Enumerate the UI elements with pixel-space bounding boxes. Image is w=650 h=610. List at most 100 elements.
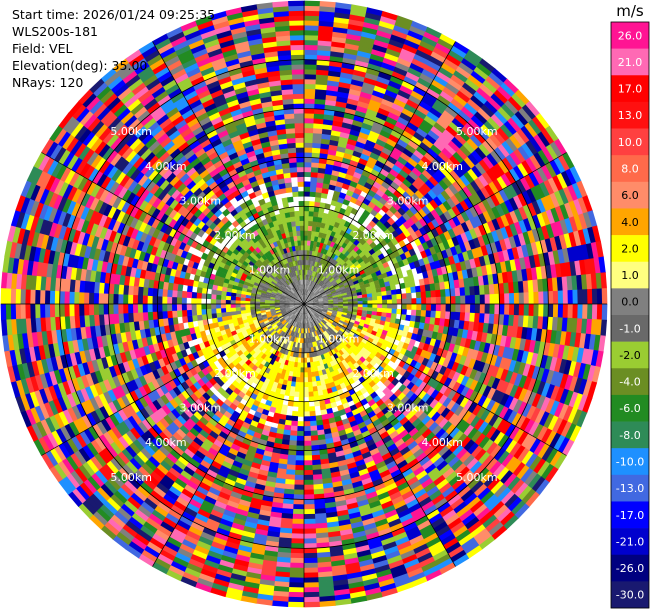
gate-cell [303, 387, 309, 393]
gate-cell [351, 225, 359, 233]
gate-cell [353, 171, 363, 180]
gate-cell [315, 226, 321, 233]
gate-cell [304, 220, 309, 226]
gate-cell [295, 381, 300, 388]
gate-cell [305, 269, 308, 275]
gate-cell [304, 157, 313, 163]
gate-cell [504, 304, 510, 316]
gate-cell [304, 152, 313, 158]
gate-cell [304, 44, 319, 51]
gate-cell [310, 270, 313, 276]
gate-cell [304, 20, 320, 26]
gate-cell [313, 276, 318, 283]
gate-cell [338, 192, 347, 200]
gate-cell [365, 12, 382, 21]
gate-cell [332, 165, 342, 172]
gate-cell [312, 287, 317, 293]
gate-cell [601, 288, 608, 305]
gate-cell [379, 129, 392, 139]
gate-cell [384, 201, 393, 210]
gate-cell [341, 248, 348, 255]
gate-cell [304, 25, 320, 31]
gate-cell [382, 57, 398, 67]
gate-cell [428, 83, 444, 96]
gate-cell [295, 376, 301, 383]
gate-cell [304, 117, 315, 124]
gate-cell [434, 98, 449, 111]
gate-cell [304, 254, 307, 261]
gate-cell [479, 58, 496, 73]
gate-cell [321, 269, 326, 276]
gate-cell [405, 174, 416, 185]
gate-cell [433, 140, 446, 152]
gate-cell [314, 98, 326, 105]
gate-cell [316, 59, 331, 66]
gate-cell [308, 215, 314, 222]
gate-cell [372, 180, 382, 190]
gate-cell [415, 291, 422, 299]
gate-cell [318, 162, 327, 169]
gate-cell [323, 248, 329, 255]
gate-cell [316, 64, 330, 71]
gate-cell [313, 288, 318, 294]
gate-cell [349, 83, 363, 92]
gate-cell [317, 211, 324, 218]
gate-cell [518, 304, 525, 317]
gate-cell [310, 166, 319, 173]
gate-cell [304, 73, 317, 80]
gate-cell [352, 150, 363, 159]
gate-cell [303, 567, 319, 574]
gate-cell [447, 78, 463, 91]
gate-cell [448, 49, 465, 63]
gate-cell [303, 416, 311, 422]
gate-cell [354, 59, 370, 69]
gate-cell [315, 79, 329, 86]
gate-cell [404, 125, 417, 137]
gate-cell [306, 245, 311, 251]
gate-cell [321, 276, 326, 282]
gate-cell [389, 151, 401, 161]
gate-cell [303, 479, 314, 486]
gate-cell [313, 271, 317, 277]
gate-cell [303, 582, 319, 588]
gate-cell [304, 122, 314, 129]
gate-cell [319, 152, 329, 160]
gate-cell [401, 293, 407, 300]
gate-cell [362, 21, 380, 31]
gate-cell [353, 114, 365, 123]
gate-cell [423, 92, 438, 104]
gate-cell [317, 279, 322, 285]
gate-cell [318, 280, 323, 286]
gate-cell [417, 159, 429, 170]
gate-cell [304, 93, 316, 100]
gate-cell [387, 155, 398, 165]
gate-cell [357, 45, 374, 54]
gate-cell [348, 18, 365, 27]
gate-cell [363, 181, 373, 190]
gate-cell [424, 133, 437, 145]
gate-cell [317, 172, 325, 179]
gate-cell [411, 113, 425, 124]
gate-cell [390, 193, 400, 203]
gate-cell [367, 296, 373, 301]
gate-cell [289, 557, 304, 564]
gate-cell [304, 132, 314, 139]
gate-cell [358, 40, 375, 50]
gate-cell [294, 391, 300, 398]
gate-cell [307, 296, 311, 301]
gate-cell [405, 71, 421, 83]
gate-cell [307, 279, 310, 285]
gate-cell [386, 138, 398, 148]
gate-cell [367, 189, 377, 198]
gate-cell [301, 343, 304, 349]
gate-cell [291, 410, 299, 417]
gate-cell [303, 587, 320, 593]
gate-cell [288, 577, 304, 583]
gate-cell [383, 176, 394, 186]
gate-cell [323, 173, 332, 180]
gate-cell [405, 143, 417, 154]
gate-cell [479, 304, 486, 314]
gate-cell [329, 179, 338, 187]
gate-cell [309, 285, 313, 291]
gate-cell [314, 108, 325, 115]
